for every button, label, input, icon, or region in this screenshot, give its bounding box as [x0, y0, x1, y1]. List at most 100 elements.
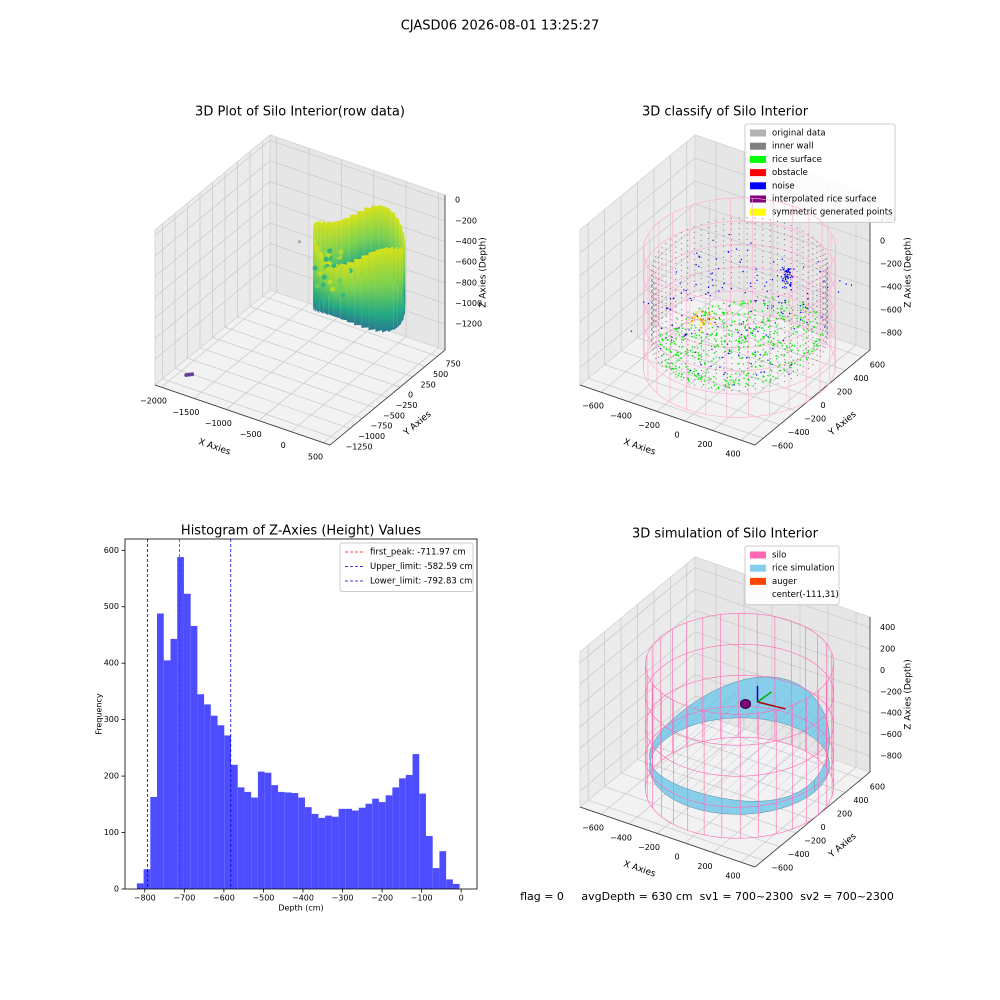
rice-dot	[780, 342, 782, 345]
wall-dot	[651, 330, 653, 332]
wall-dot	[700, 223, 702, 225]
y-tick-label: −600	[771, 864, 793, 873]
rice-dot	[728, 352, 731, 355]
noise-dot	[766, 290, 768, 292]
rice-dot	[788, 346, 791, 349]
rice-dot	[792, 325, 795, 328]
bar	[264, 772, 272, 889]
wall-dot	[822, 324, 824, 326]
noise-dot	[726, 343, 729, 345]
rice-dot	[752, 330, 754, 332]
x-tick-label: 0	[674, 431, 679, 440]
wall-dot	[822, 287, 824, 289]
wall-dot	[783, 222, 786, 224]
wall-dot	[680, 259, 683, 261]
wall-dot	[738, 217, 740, 219]
rice-dot	[702, 318, 705, 321]
noise-dot	[790, 288, 792, 291]
point-cloud-band	[361, 255, 369, 328]
rice-dot	[737, 349, 740, 351]
noise-dot	[711, 272, 714, 274]
noise-dot	[683, 335, 685, 337]
wall-dot	[700, 288, 702, 291]
wall-dot	[819, 293, 821, 296]
wall-dot	[819, 317, 822, 319]
wall-dot	[777, 372, 779, 374]
wall-dot	[790, 334, 792, 336]
wall-dot	[790, 235, 792, 237]
wall-dot	[819, 301, 822, 303]
wall-dot	[826, 342, 828, 344]
grid-line	[604, 364, 780, 425]
wall-dot	[687, 239, 689, 242]
rice-dot	[717, 305, 720, 307]
grid-line	[604, 786, 780, 847]
rice-dot	[727, 386, 729, 388]
wall-dot	[824, 258, 826, 261]
wall-dot	[651, 332, 653, 335]
rice-dot	[736, 328, 739, 331]
z-axis-label: Z Axies (Depth)	[904, 237, 914, 308]
wall-dot	[723, 245, 725, 247]
wall-dot	[754, 377, 756, 379]
x-tick-label: −200	[638, 843, 660, 852]
wall-dot	[812, 298, 814, 301]
legend-label: Lower_limit: -792.83 cm	[370, 577, 472, 587]
y-tick-label: 400	[853, 796, 868, 805]
wall-dot	[665, 310, 667, 312]
wall-dot	[769, 379, 772, 382]
noise-dot	[750, 310, 752, 313]
rice-dot	[776, 307, 779, 310]
sym-dot	[710, 318, 713, 321]
wall-dot	[824, 302, 826, 304]
noise-dot	[806, 292, 809, 295]
wall-dot	[651, 338, 653, 340]
noise-dot	[763, 371, 766, 373]
wall-dot	[693, 324, 696, 326]
wall-dot	[739, 357, 741, 359]
wall-dot	[790, 350, 792, 353]
wall-dot	[826, 325, 828, 328]
sym-dot	[691, 319, 694, 322]
noise-dot	[717, 267, 720, 270]
rice-dot	[809, 353, 811, 355]
noise-dot	[786, 274, 789, 276]
rice-dot	[807, 349, 810, 352]
grid-line	[224, 326, 401, 388]
wall-dot	[700, 229, 702, 231]
wall-dot	[802, 328, 804, 330]
wall-dot	[651, 312, 653, 314]
wall-dot	[762, 359, 764, 362]
wall-dot	[777, 361, 779, 363]
wall-dot	[655, 310, 657, 312]
noise-dot	[784, 275, 786, 277]
y-tick-label: 200	[837, 387, 852, 396]
rice-dot	[747, 384, 750, 387]
wall-dot	[776, 231, 779, 233]
point-cloud-dot	[320, 282, 326, 288]
rice-dot	[704, 314, 707, 316]
rice-dot	[684, 337, 687, 340]
wall-dot	[715, 356, 717, 358]
wall-dot	[754, 355, 756, 358]
wall-dot	[769, 341, 772, 344]
wall-dot	[681, 319, 683, 322]
z-tick-label: −800	[455, 278, 477, 287]
noise-dot	[789, 285, 792, 287]
bar	[163, 660, 171, 889]
wall-dot	[693, 341, 696, 343]
rice-dot	[711, 333, 714, 335]
wall-dot	[731, 379, 733, 381]
rice-dot	[713, 384, 716, 387]
x-tick-label: −300	[332, 894, 354, 903]
wall-dot	[807, 302, 809, 304]
wall-dot	[807, 249, 809, 252]
x-tick-label: 500	[308, 452, 323, 461]
rice-dot	[701, 340, 703, 342]
wall-dot	[826, 305, 828, 307]
rice-dot	[724, 384, 727, 386]
wall-dot	[796, 353, 799, 355]
sym-dot	[706, 318, 709, 321]
wall-dot	[723, 256, 725, 258]
noise-dot	[788, 312, 791, 315]
